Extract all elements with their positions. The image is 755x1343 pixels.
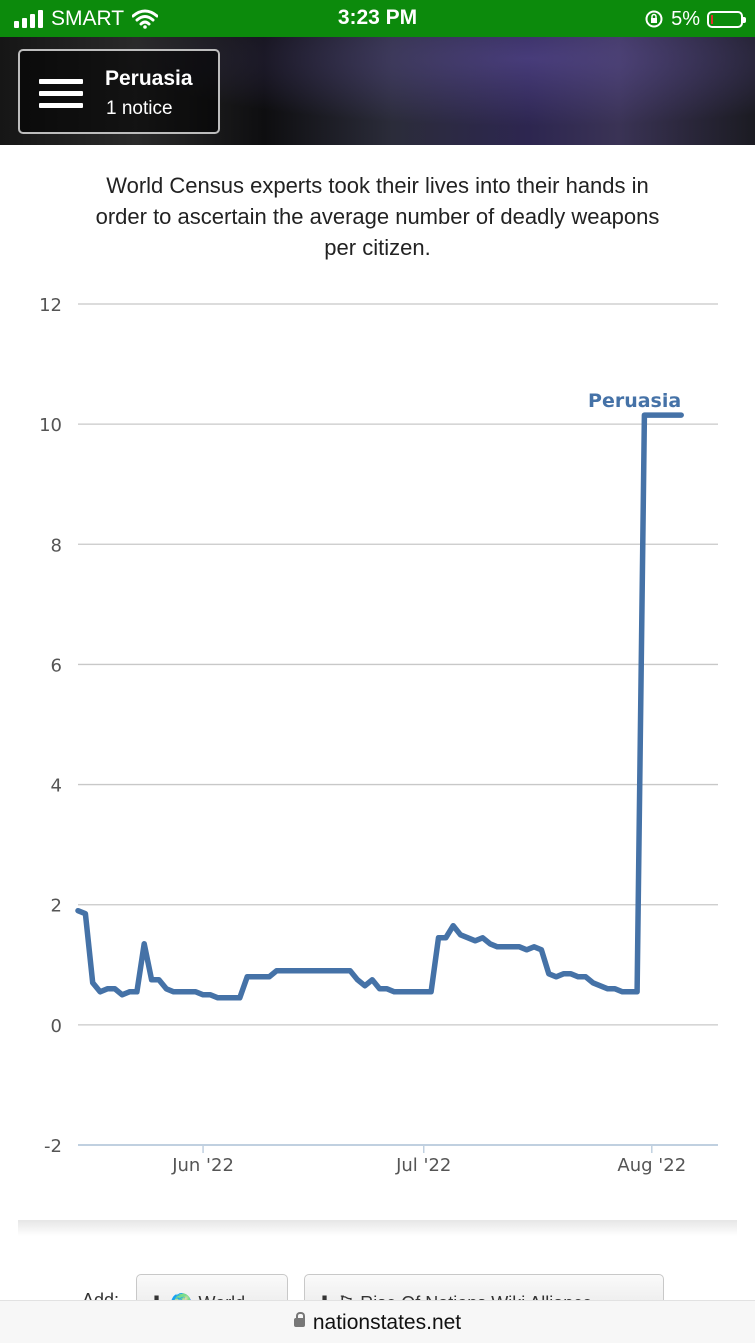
battery-percent: 5% (671, 8, 700, 31)
y-tick-label: 8 (51, 535, 62, 556)
y-tick-label: 12 (39, 295, 62, 316)
x-tick-label: Jul '22 (395, 1155, 451, 1176)
nation-menu-button[interactable]: Peruasia 1 notice (18, 49, 220, 134)
page-header: Peruasia 1 notice (0, 37, 755, 145)
x-tick-label: Jun '22 (171, 1155, 234, 1176)
status-bar: SMART 3:23 PM 5% (0, 0, 755, 37)
series-line-peruasia (78, 415, 681, 998)
battery-icon (707, 11, 743, 28)
census-description: World Census experts took their lives in… (80, 170, 675, 263)
y-tick-label: 4 (51, 776, 62, 797)
census-line-chart: -2 0 2 4 6 8 10 12 Jun '22 Jul '22 Aug '22 Peruasia (0, 280, 755, 1200)
y-tick-label: 0 (51, 1016, 62, 1037)
status-right: 5% (644, 6, 743, 32)
y-tick-label: 2 (51, 896, 62, 917)
notice-count[interactable]: 1 notice (106, 98, 173, 120)
y-tick-label: 10 (39, 415, 62, 436)
y-tick-label: 6 (51, 655, 62, 676)
hamburger-icon[interactable] (39, 79, 83, 109)
browser-url-bar[interactable]: nationstates.net (0, 1300, 755, 1343)
status-time: 3:23 PM (0, 6, 755, 30)
nation-name: Peruasia (105, 67, 193, 91)
chart-card-edge (18, 1220, 737, 1236)
series-end-label: Peruasia (588, 390, 681, 412)
lock-icon (294, 1318, 305, 1327)
y-tick-label: -2 (44, 1136, 62, 1157)
orientation-lock-icon (644, 9, 664, 29)
x-tick-label: Aug '22 (617, 1155, 686, 1176)
url-text: nationstates.net (313, 1311, 461, 1334)
